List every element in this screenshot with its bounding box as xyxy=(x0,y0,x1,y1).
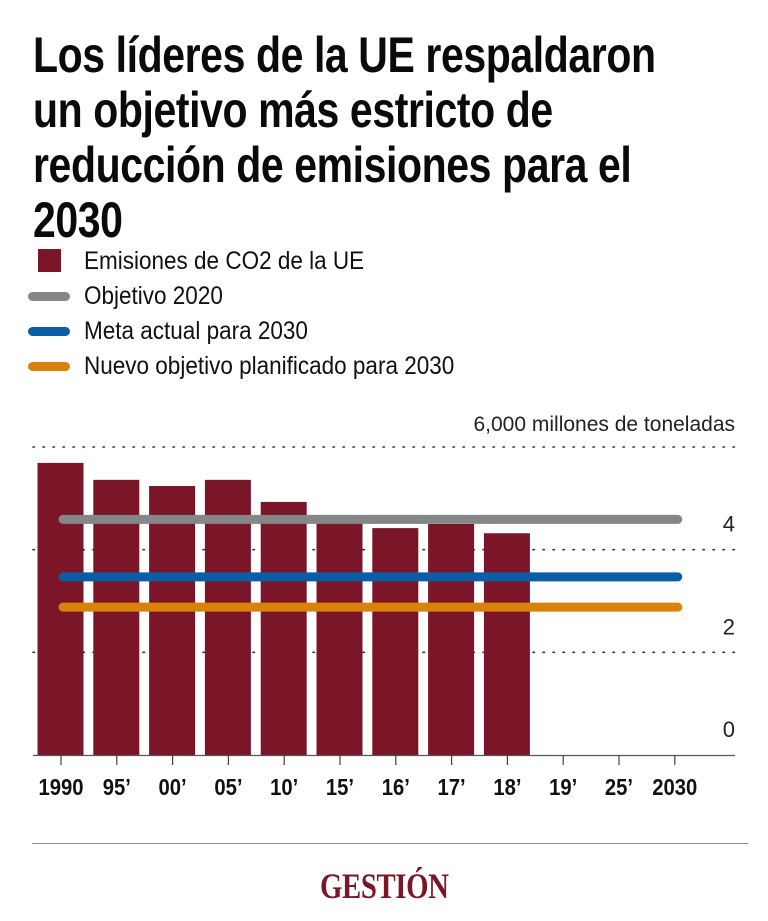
legend-label-target-2020: Objetivo 2020 xyxy=(84,282,223,310)
bar-17 xyxy=(428,524,475,755)
bar-chart: 0 2 4 6,000 millones de toneladas 1990 95’ 00’… xyxy=(32,413,736,801)
bar-16 xyxy=(372,528,419,755)
x-tick-label: 17’ xyxy=(438,774,466,801)
title-line-2: un objetivo más estricto de xyxy=(33,82,553,138)
x-tick-label: 95’ xyxy=(103,774,131,801)
legend-swatch-target-2020 xyxy=(28,292,70,301)
legend-swatch-current-goal-2030 xyxy=(28,327,70,336)
footer-divider xyxy=(32,843,748,844)
y-tick-label-4000: 4 xyxy=(723,512,735,537)
legend-item-target-2020: Objetivo 2020 xyxy=(0,279,700,313)
x-tick-label: 25’ xyxy=(605,774,633,801)
legend-item-new-goal-2030: Nuevo objetivo planificado para 2030 xyxy=(0,349,700,383)
legend-label-current-goal-2030: Meta actual para 2030 xyxy=(84,317,308,345)
x-tick-label: 18’ xyxy=(493,774,521,801)
x-tick-label: 1990 xyxy=(38,774,83,801)
title-line-1: Los líderes de la UE respaldaron xyxy=(33,27,656,83)
x-tick-label: 16’ xyxy=(382,774,410,801)
x-tick-label: 15’ xyxy=(326,774,354,801)
y-tick-label-0: 0 xyxy=(723,717,735,742)
logo-text: GESTIÓN xyxy=(319,866,449,906)
y-tick-label-2000: 2 xyxy=(723,614,735,639)
bar-18 xyxy=(483,533,530,755)
gestion-logo: GESTIÓN xyxy=(0,865,768,907)
bar-10 xyxy=(260,501,307,755)
legend-label-emissions: Emisiones de CO2 de la UE xyxy=(84,247,365,275)
x-tick-label: 05’ xyxy=(214,774,242,801)
bar-15 xyxy=(316,521,363,755)
bar-05 xyxy=(204,479,251,755)
legend-item-current-goal-2030: Meta actual para 2030 xyxy=(0,314,700,348)
x-tick-label: 2030 xyxy=(652,774,697,801)
x-tick-label: 19’ xyxy=(549,774,577,801)
bar-00 xyxy=(149,486,196,755)
y-tick-label-6000: 6,000 millones de toneladas xyxy=(473,413,735,436)
legend-swatch-emissions xyxy=(38,249,61,272)
title-line-3: reducción de emisiones para el xyxy=(33,137,632,193)
chart-title: Los líderes de la UE respaldaron un obje… xyxy=(33,28,768,248)
legend-item-emissions: Emisiones de CO2 de la UE xyxy=(0,244,700,278)
x-tick-label: 00’ xyxy=(159,774,187,801)
legend-label-new-goal-2030: Nuevo objetivo planificado para 2030 xyxy=(84,352,455,380)
bar-95 xyxy=(93,479,140,755)
title-line-4: 2030 xyxy=(33,192,123,248)
legend-swatch-new-goal-2030 xyxy=(28,362,70,371)
x-tick-label: 10’ xyxy=(270,774,298,801)
